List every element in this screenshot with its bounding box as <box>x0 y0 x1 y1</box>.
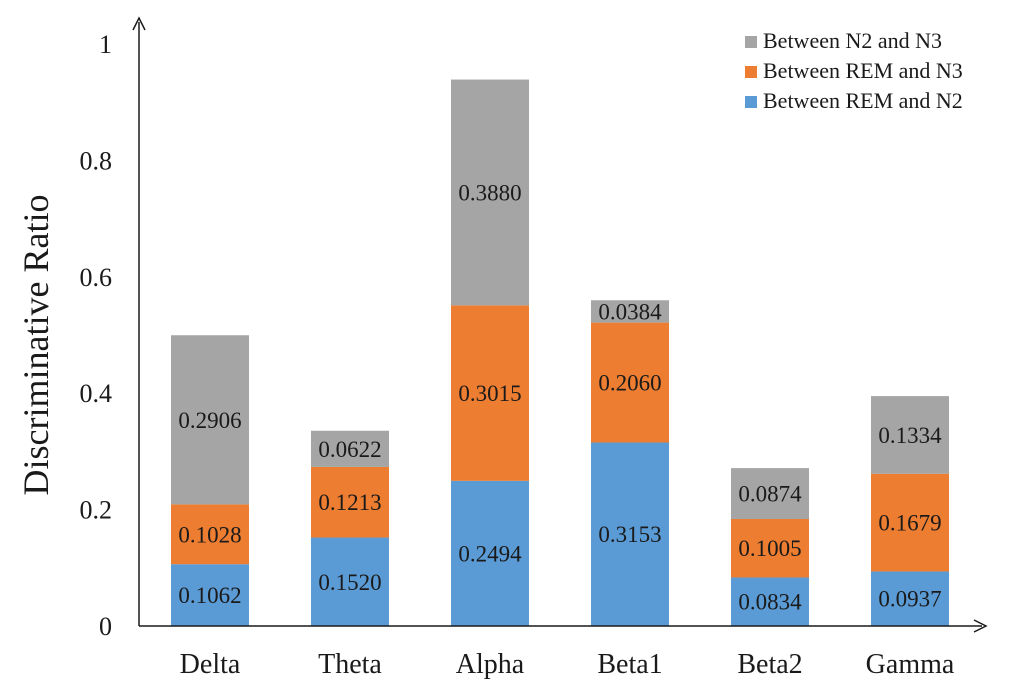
y-tick-label-0: 0 <box>99 612 112 641</box>
data-labels-layer: 0.1062 0.1028 0.2906 0.1520 0.1213 0.0622 0.24… <box>178 180 942 614</box>
x-tick-label-gamma: Gamma <box>866 649 955 680</box>
bar-gamma-series-1 <box>871 571 949 626</box>
legend-label-2: Between REM and N3 <box>763 58 963 83</box>
x-tick-label-theta: Theta <box>318 649 382 680</box>
data-label-delta-series-3: 0.2906 <box>178 408 241 433</box>
data-label-beta2-series-1: 0.0834 <box>738 590 802 615</box>
bar-gamma-series-2 <box>871 473 949 572</box>
data-label-alpha-series-3: 0.3880 <box>458 180 521 205</box>
bar-gamma-series-3 <box>871 396 949 474</box>
data-label-beta1-series-3: 0.0384 <box>598 299 662 324</box>
legend-swatch-1 <box>745 36 757 48</box>
x-tick-label-delta: Delta <box>180 649 241 680</box>
bar-beta1-series-1 <box>591 442 669 626</box>
data-label-theta-series-1: 0.1520 <box>318 570 381 595</box>
data-label-beta1-series-1: 0.3153 <box>598 522 661 547</box>
bar-beta1-series-3 <box>591 300 669 323</box>
data-label-beta2-series-2: 0.1005 <box>738 536 801 561</box>
y-tick-label-0-6: 0.6 <box>80 263 113 292</box>
x-tick-label-alpha: Alpha <box>456 649 525 680</box>
y-tick-label-0-8: 0.8 <box>80 146 113 175</box>
data-label-gamma-series-3: 0.1334 <box>878 423 942 448</box>
bar-beta2-series-3 <box>731 468 809 519</box>
data-label-beta1-series-2: 0.2060 <box>598 371 661 396</box>
data-label-delta-series-1: 0.1062 <box>178 583 241 608</box>
bar-theta-series-3 <box>311 430 389 467</box>
data-label-theta-series-3: 0.0622 <box>318 437 381 462</box>
bar-beta1-series-2 <box>591 322 669 443</box>
data-label-theta-series-2: 0.1213 <box>318 490 381 515</box>
data-label-gamma-series-1: 0.0937 <box>878 587 941 612</box>
axes-layer: Delta Theta Alpha Beta1 Beta2 Gamma 0 0.2 0.4 0.6… <box>80 16 988 680</box>
data-label-alpha-series-2: 0.3015 <box>458 381 521 406</box>
bars-layer <box>171 79 949 626</box>
legend-label-3: Between REM and N2 <box>763 88 963 113</box>
y-axis-title: Discriminative Ratio <box>16 195 56 496</box>
bar-alpha-series-3 <box>451 79 529 306</box>
y-tick-label-0-4: 0.4 <box>80 379 113 408</box>
y-tick-label-1: 1 <box>99 30 112 59</box>
data-label-alpha-series-1: 0.2494 <box>458 541 522 566</box>
bar-alpha-series-1 <box>451 480 529 626</box>
bar-delta-series-1 <box>171 564 249 626</box>
bar-beta2-series-1 <box>731 577 809 626</box>
legend: Between N2 and N3 Between REM and N3 Betwe… <box>745 28 963 113</box>
bar-alpha-series-2 <box>451 305 529 481</box>
bar-theta-series-1 <box>311 537 389 626</box>
bar-delta-series-2 <box>171 504 249 565</box>
data-label-beta2-series-3: 0.0874 <box>738 482 802 507</box>
bar-theta-series-2 <box>311 466 389 538</box>
x-tick-label-beta2: Beta2 <box>737 649 802 680</box>
bar-delta-series-3 <box>171 335 249 505</box>
y-axis-arrow <box>132 16 146 31</box>
x-tick-label-beta1: Beta1 <box>597 649 662 680</box>
y-tick-label-0-2: 0.2 <box>80 496 113 525</box>
legend-swatch-2 <box>745 66 757 78</box>
legend-label-1: Between N2 and N3 <box>763 28 942 53</box>
data-label-gamma-series-2: 0.1679 <box>878 511 941 536</box>
x-axis-arrow <box>973 619 988 633</box>
bar-beta2-series-2 <box>731 518 809 578</box>
data-label-delta-series-2: 0.1028 <box>178 522 241 547</box>
legend-swatch-3 <box>745 96 757 108</box>
